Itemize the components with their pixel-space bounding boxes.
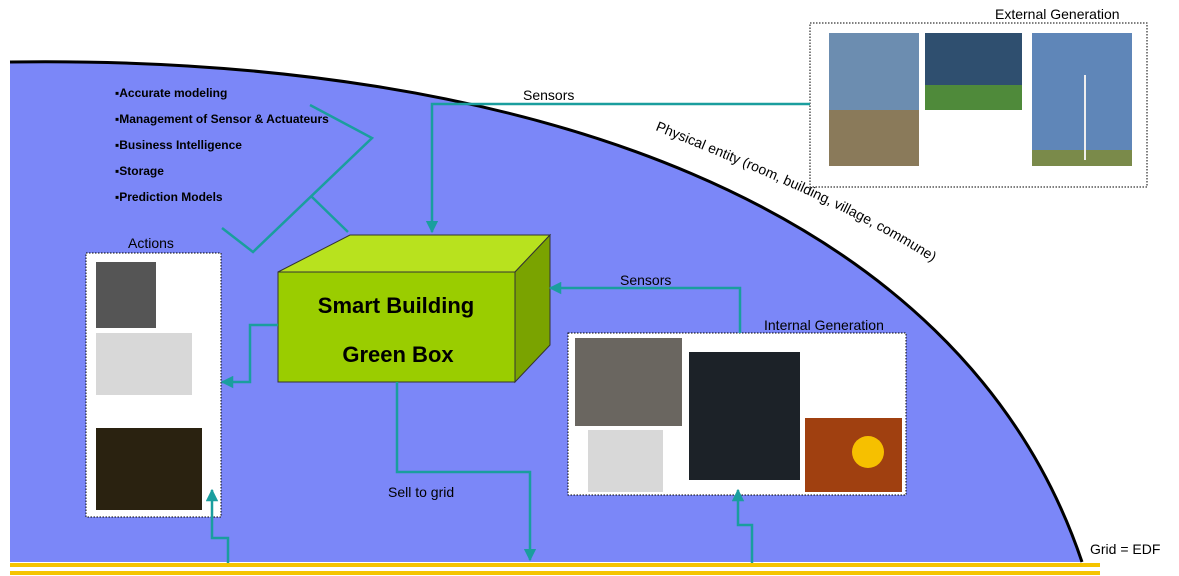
- diagram: Physical entity (room, building, village…: [0, 0, 1179, 576]
- people-image: [575, 338, 682, 426]
- appliances-image: [96, 333, 192, 395]
- green-box-title: Smart Building: [318, 293, 474, 318]
- sensors-internal-label: Sensors: [620, 272, 671, 288]
- sell-label: Sell to grid: [388, 484, 454, 500]
- actions-title: Actions: [128, 235, 174, 251]
- feature-item: ▪Management of Sensor & Actuateurs: [115, 112, 329, 126]
- servers-image: [689, 352, 800, 480]
- grid-label: Grid = EDF: [1090, 541, 1160, 557]
- feature-item: ▪Prediction Models: [115, 190, 223, 204]
- sensors-label: Sensors: [523, 87, 574, 103]
- wind-ground: [1032, 150, 1132, 166]
- external-generation-title: External Generation: [995, 6, 1120, 22]
- geyser-ground: [829, 110, 919, 166]
- solar-greenery: [925, 85, 1022, 110]
- wind-image: [1032, 33, 1132, 166]
- building-image: [96, 428, 202, 510]
- ac-image: [96, 262, 156, 328]
- feature-item: ▪Accurate modeling: [115, 86, 227, 100]
- green-box-title: Green Box: [342, 342, 454, 367]
- feature-item: ▪Business Intelligence: [115, 138, 242, 152]
- internal-generation-title: Internal Generation: [764, 317, 884, 333]
- sun-icon: [852, 436, 884, 468]
- appliances-image: [588, 430, 663, 492]
- feature-item: ▪Storage: [115, 164, 164, 178]
